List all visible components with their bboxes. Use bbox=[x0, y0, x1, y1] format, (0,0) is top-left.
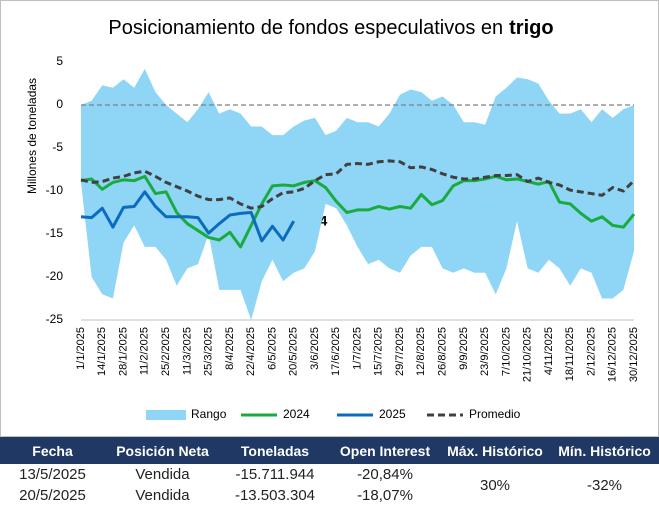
column-header: Fecha bbox=[0, 437, 105, 464]
x-tick-label: 29/7/2025 bbox=[394, 327, 406, 376]
cell: -18,07% bbox=[357, 487, 413, 504]
x-tick-label: 4/11/2025 bbox=[543, 327, 555, 375]
x-tick-label: 22/4/2025 bbox=[245, 327, 257, 376]
x-tick-label: 12/8/2025 bbox=[415, 327, 427, 376]
title-emphasis: trigo bbox=[509, 17, 553, 39]
y-tick-label: -15 bbox=[46, 226, 64, 240]
x-tick-label: 9/9/2025 bbox=[458, 327, 470, 370]
column-header: Posición Neta bbox=[105, 437, 220, 464]
x-tick-label: 1/7/2025 bbox=[351, 327, 363, 370]
legend-label: 2024 bbox=[283, 407, 310, 421]
column-header: Mín. Histórico bbox=[550, 437, 659, 464]
x-tick-label: 17/6/2025 bbox=[330, 327, 342, 376]
column-header: Open Interest bbox=[330, 437, 440, 464]
x-tick-label: 21/10/2025 bbox=[522, 327, 534, 382]
x-tick-label: 25/3/2025 bbox=[203, 327, 215, 376]
cell: 20/5/2025 bbox=[19, 487, 86, 504]
x-tick-label: 16/12/2025 bbox=[607, 327, 619, 382]
y-tick-label: -5 bbox=[52, 140, 63, 154]
cell: -32% bbox=[586, 476, 623, 494]
cell: 13/5/2025 bbox=[19, 466, 86, 483]
x-tick-label: 18/11/2025 bbox=[564, 327, 576, 381]
chart-title: Posicionamiento de fondos especulativos … bbox=[108, 17, 553, 39]
y-tick-label: -20 bbox=[46, 269, 64, 283]
y-tick-label: -25 bbox=[46, 312, 64, 326]
x-tick-label: 20/5/2025 bbox=[288, 327, 300, 376]
y-tick-label: 0 bbox=[56, 97, 63, 111]
column-header: Toneladas bbox=[220, 437, 330, 464]
x-tick-label: 23/9/2025 bbox=[479, 327, 491, 376]
cell: -15.711.944 bbox=[235, 466, 315, 483]
range-area bbox=[81, 68, 634, 320]
series-line bbox=[80, 159, 636, 210]
cell: 30% bbox=[479, 476, 511, 494]
x-tick-label: 26/8/2025 bbox=[436, 327, 448, 376]
x-tick-label: 8/4/2025 bbox=[224, 327, 236, 370]
table-row: 20/5/2025 Vendida -13.503.304 -18,07% bbox=[0, 485, 659, 506]
cell: Vendida bbox=[135, 487, 190, 504]
series-line bbox=[80, 190, 295, 243]
x-tick-label: 3/6/2025 bbox=[309, 327, 321, 370]
legend-label: 2025 bbox=[379, 407, 406, 421]
column-header: Máx. Histórico bbox=[440, 437, 550, 464]
x-tick-label: 1/1/2025 bbox=[75, 327, 87, 370]
series-line bbox=[80, 174, 636, 249]
table-row: 13/5/2025 Vendida -15.711.944 -20,84% 30… bbox=[0, 464, 659, 494]
x-tick-label: 28/1/2025 bbox=[117, 327, 129, 376]
y-tick-label: 5 bbox=[56, 54, 63, 68]
legend-key bbox=[146, 410, 186, 420]
y-tick-label: -10 bbox=[46, 183, 64, 197]
chart: Posicionamiento de fondos especulativos … bbox=[0, 0, 659, 437]
x-tick-label: 6/5/2025 bbox=[266, 327, 278, 370]
table-header: Fecha Posición Neta Toneladas Open Inter… bbox=[0, 437, 659, 464]
x-tick-label: 11/2/2025 bbox=[139, 327, 151, 375]
x-tick-label: 11/3/2025 bbox=[181, 327, 193, 375]
cell: Vendida bbox=[135, 466, 190, 483]
title-text: Posicionamiento de fondos especulativos … bbox=[108, 17, 503, 39]
x-tick-label: 2/12/2025 bbox=[585, 327, 597, 376]
legend-label: Rango bbox=[191, 407, 227, 421]
y-axis-title: Millones de toneladas bbox=[25, 78, 39, 194]
x-tick-label: 30/12/2025 bbox=[628, 327, 640, 382]
x-tick-label: 15/7/2025 bbox=[373, 327, 385, 376]
legend-label: Promedio bbox=[469, 407, 521, 421]
summary-table: Fecha Posición Neta Toneladas Open Inter… bbox=[0, 437, 659, 506]
cell: -13.503.304 bbox=[234, 487, 316, 504]
cell: -20,84% bbox=[357, 466, 413, 483]
x-tick-label: 7/10/2025 bbox=[500, 327, 512, 376]
x-tick-label: 14/1/2025 bbox=[96, 327, 108, 376]
x-tick-label: 25/2/2025 bbox=[160, 327, 172, 376]
